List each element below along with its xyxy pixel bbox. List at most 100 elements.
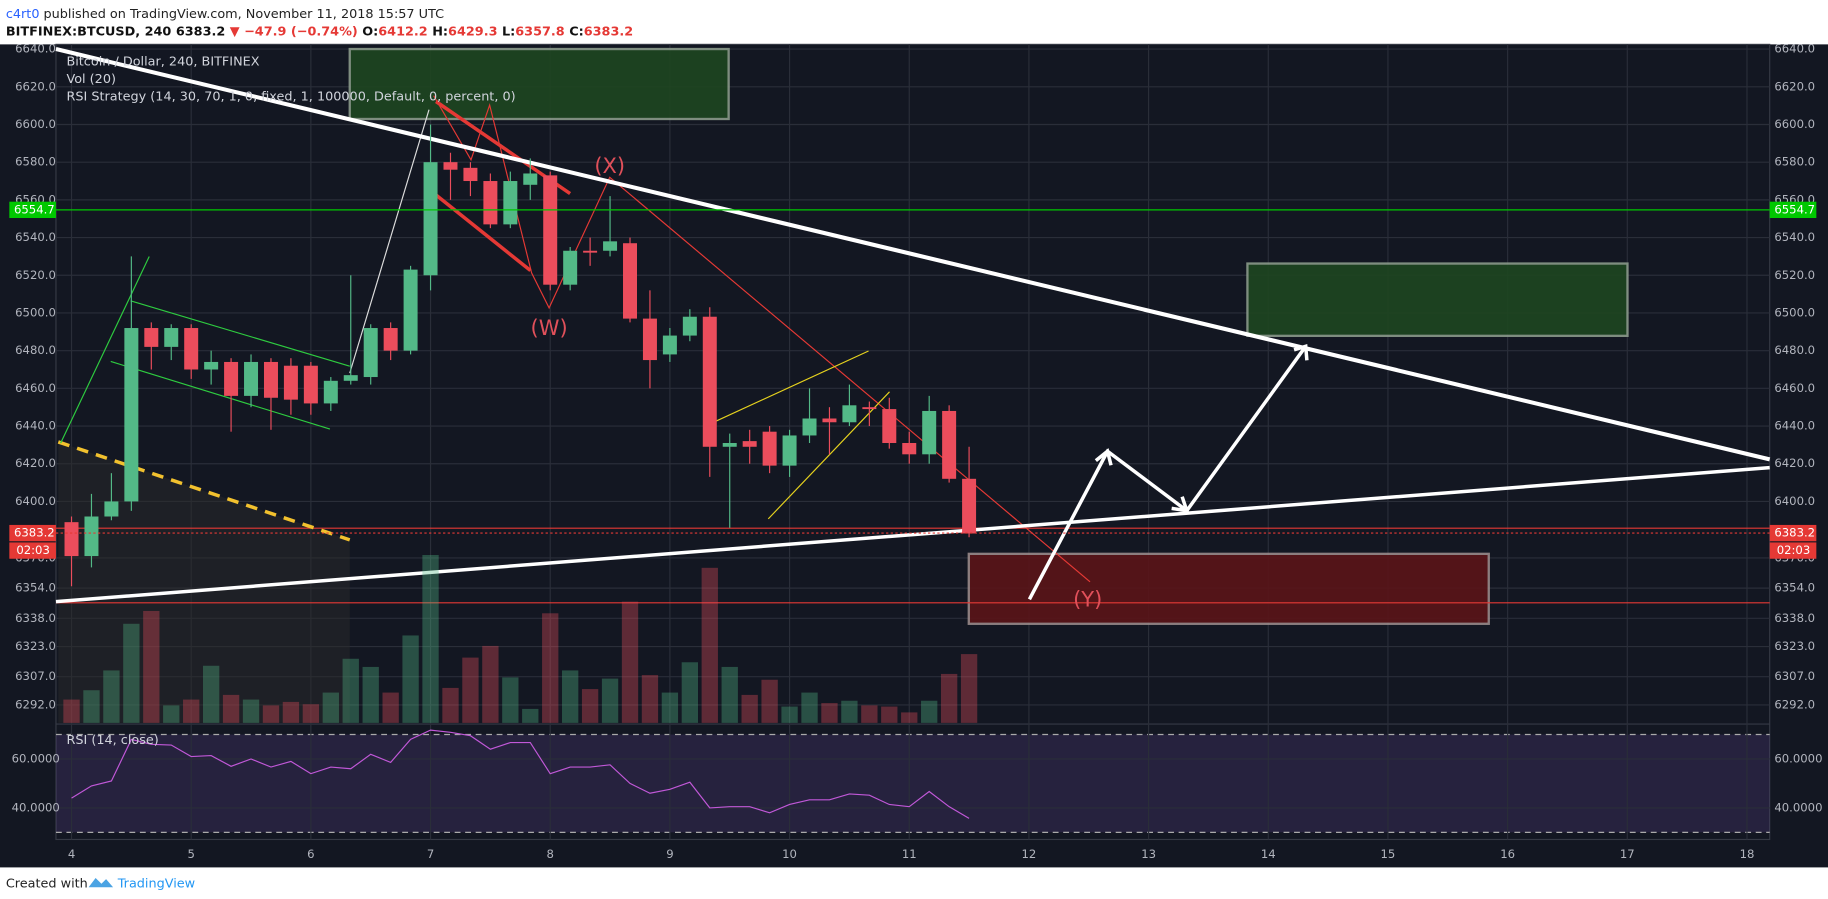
y-tick-label: 6354.0 — [1774, 581, 1815, 595]
y-tick-label: 6540.0 — [15, 230, 56, 244]
target-box — [967, 552, 1490, 625]
countdown-tag — [1769, 542, 1817, 559]
ohlc-label: C: — [569, 24, 584, 39]
candle-body — [503, 181, 518, 225]
candle-body — [64, 522, 79, 557]
price-tag-label: 6554.7 — [14, 202, 55, 216]
rsi-line — [71, 729, 970, 819]
candle-body — [583, 250, 598, 253]
y-tick-label: 6520.0 — [15, 268, 56, 282]
y-tick-label: 6323.0 — [15, 639, 56, 653]
volume-bar — [562, 670, 579, 723]
trend-line — [55, 465, 1770, 604]
volume-bar — [661, 692, 679, 723]
indicator-legend: Vol (20) — [66, 72, 116, 87]
target-box — [348, 47, 730, 121]
volume-bar — [482, 645, 499, 723]
candle-body — [662, 335, 677, 355]
x-tick-label: 7 — [427, 847, 434, 861]
candle-body — [104, 501, 119, 517]
volume-bar — [202, 665, 220, 723]
volume-bar — [940, 673, 958, 723]
candle-body — [842, 405, 857, 423]
x-tick-label: 16 — [1500, 847, 1515, 861]
y-tick-label: 6338.0 — [1774, 611, 1815, 625]
ohlc-label: H: — [432, 24, 448, 39]
price-tag-label: 6383.2 — [14, 526, 55, 540]
symbol: BITFINEX:BTCUSD, 240 — [6, 24, 172, 39]
candle-body — [343, 375, 358, 381]
flag-line — [708, 350, 869, 425]
volume-bar — [502, 677, 519, 723]
candle-body — [603, 241, 618, 251]
candle-body — [184, 328, 199, 370]
wave-line — [433, 95, 1091, 583]
rsi-tick-label: 40.0000 — [1774, 800, 1822, 814]
volume-bar — [741, 694, 758, 723]
volume-bar — [123, 623, 140, 723]
y-tick-label: 6620.0 — [1774, 79, 1815, 93]
volume-bar — [462, 657, 479, 723]
y-tick-label: 6480.0 — [1774, 343, 1815, 357]
candle-body — [423, 162, 438, 276]
y-tick-label: 6292.0 — [15, 697, 56, 711]
candle-body — [543, 175, 558, 285]
y-tick-label: 6620.0 — [15, 79, 56, 93]
volume-bar — [781, 706, 798, 723]
x-tick-label: 12 — [1022, 847, 1037, 861]
series-title: Bitcoin / Dollar, 240, BITFINEX — [66, 54, 259, 69]
rsi-tick-label: 60.0000 — [12, 751, 60, 765]
plot-frame — [55, 43, 1771, 841]
indicator-legend: RSI Strategy (14, 30, 70, 1, 0, fixed, 1… — [66, 89, 515, 104]
wave-label: (X) — [594, 154, 625, 178]
x-tick-label: 8 — [547, 847, 554, 861]
volume-bar — [222, 694, 240, 723]
candle-body — [403, 269, 418, 351]
volume-bar — [542, 613, 559, 723]
volume-bar — [801, 692, 818, 723]
candle-body — [84, 516, 99, 557]
volume-bar — [960, 654, 978, 723]
candle-body — [922, 410, 937, 455]
candle-body — [224, 361, 239, 396]
drawings — [55, 47, 1771, 723]
volume-bar — [163, 705, 180, 723]
volume-bar — [262, 705, 280, 723]
volume-bar — [442, 687, 459, 723]
candle-body — [902, 443, 917, 455]
price-tag-label: 6554.7 — [1774, 202, 1815, 216]
volume-bar — [761, 679, 778, 723]
candle-body — [204, 361, 219, 370]
y-tick-label: 6640.0 — [15, 42, 56, 56]
publisher[interactable]: c4rt0 — [6, 7, 40, 22]
x-tick-label: 6 — [307, 847, 314, 861]
ohlc-value: 6429.3 — [448, 24, 497, 39]
channel-line — [60, 256, 150, 444]
price-tag — [9, 524, 56, 542]
published: published on TradingView.com, November 1… — [39, 7, 444, 22]
x-tick-label: 4 — [68, 847, 75, 861]
volume-bar — [63, 699, 80, 723]
candle-body — [642, 318, 657, 361]
candle-body — [124, 328, 139, 502]
brand[interactable]: TradingView — [117, 876, 195, 891]
volume-bar — [841, 700, 858, 723]
volume-bar — [881, 706, 898, 723]
ohlc-value: 6383.2 — [584, 24, 633, 39]
countdown-label: 02:03 — [1777, 543, 1811, 557]
channel-line — [130, 300, 350, 367]
y-tick-label: 6420.0 — [15, 456, 56, 470]
dashed-line — [57, 440, 351, 542]
y-tick-label: 6323.0 — [1774, 639, 1815, 653]
volume-bar — [382, 692, 399, 723]
candle-body — [144, 328, 159, 347]
candle-body — [822, 418, 837, 423]
footer-background — [0, 867, 1828, 897]
volume-bar — [921, 700, 938, 723]
y-tick-label: 6540.0 — [1774, 230, 1815, 244]
shade — [58, 441, 350, 723]
candle-body — [682, 316, 697, 336]
candle-body — [623, 243, 638, 319]
projection-path — [1027, 345, 1308, 601]
candle-body — [244, 361, 259, 396]
